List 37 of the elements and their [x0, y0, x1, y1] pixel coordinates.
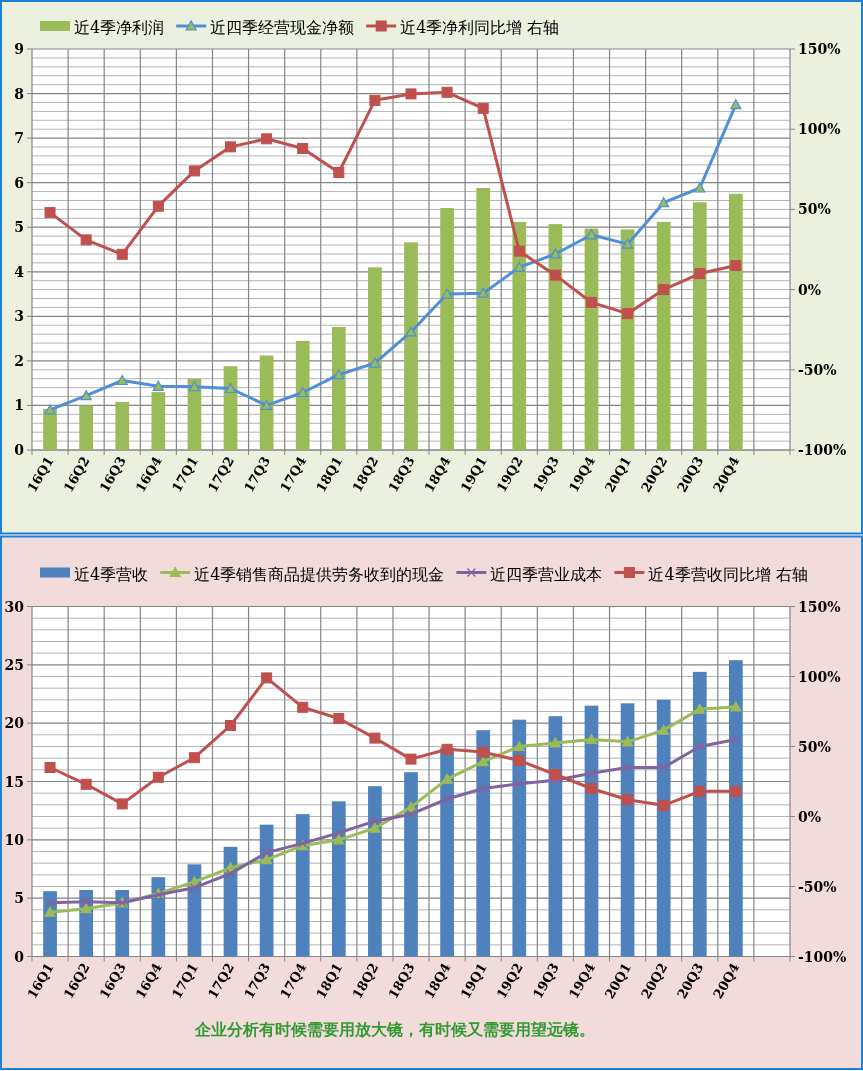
- y2-tick-label: 100%: [798, 121, 841, 138]
- y2-tick-label: -50%: [798, 878, 837, 895]
- y-tick-label: 15: [4, 773, 24, 790]
- y-tick-label: 5: [14, 219, 24, 236]
- y2-tick-label: 50%: [798, 201, 831, 218]
- text: 企业分析有时候需要用放大镜，有时候又需要用望远镜。: [194, 1020, 595, 1039]
- y-tick-label: 1: [14, 397, 24, 414]
- y-tick-label: 9: [14, 41, 24, 57]
- y-tick-label: 6: [14, 174, 24, 191]
- y-tick-label: 25: [4, 656, 24, 673]
- y2-tick-label: 100%: [798, 668, 841, 685]
- y2-tick-label: 150%: [798, 41, 841, 57]
- y-tick-label: 4: [14, 263, 25, 280]
- legend-label: 近四季经营现金净额: [210, 18, 355, 37]
- y2-tick-label: 150%: [798, 598, 841, 615]
- y-tick-label: 30: [4, 598, 25, 615]
- y-tick-label: 3: [14, 308, 24, 325]
- y-tick-label: 0: [14, 948, 25, 965]
- legend-label: 近4季营收: [74, 564, 149, 584]
- y2-tick-label: 50%: [798, 738, 831, 755]
- y-tick-label: 0: [14, 442, 25, 458]
- y-tick-label: 10: [4, 831, 25, 848]
- y-tick-label: 5: [14, 890, 24, 907]
- y-tick-label: 8: [14, 85, 24, 102]
- y-tick-label: 2: [14, 352, 24, 369]
- y2-tick-label: -50%: [798, 361, 837, 378]
- legend-label: 近4季营收同比增 右轴: [648, 564, 808, 584]
- y2-tick-label: 0%: [798, 808, 822, 825]
- y-tick-label: 7: [14, 130, 24, 147]
- legend-label: 近4季净利润: [74, 18, 165, 37]
- y2-tick-label: -100%: [798, 442, 847, 458]
- y2-tick-label: -100%: [798, 948, 847, 965]
- y2-tick-label: 0%: [798, 281, 822, 298]
- y-tick-label: 20: [4, 715, 25, 732]
- legend-label: 近4季净利同比增 右轴: [400, 18, 560, 37]
- legend-label: 近4季销售商品提供劳务收到的现金: [194, 564, 445, 584]
- legend-label: 近四季营业成本: [490, 564, 603, 584]
